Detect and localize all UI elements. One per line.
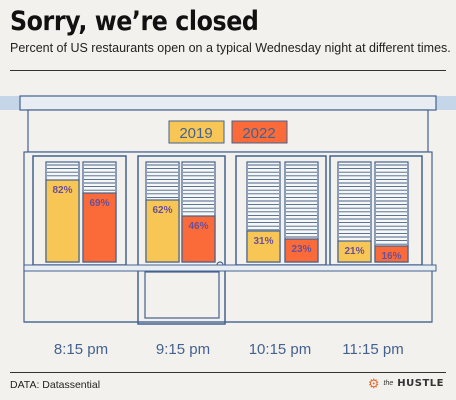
hubspot-sprocket-icon: ⚙	[367, 376, 380, 391]
value-label-2019-3: 31%	[253, 236, 273, 247]
bar-2019-9-15-pm	[145, 199, 180, 263]
value-label-2022-2: 46%	[188, 221, 208, 232]
value-label-2022-3: 23%	[291, 244, 311, 255]
legend: 2019 2022	[168, 120, 288, 144]
window-sill	[23, 264, 437, 272]
bar-2019-8-15-pm	[45, 179, 80, 263]
bars: 82% 69% 62% 46% 31% 23% 21% 16%	[45, 179, 409, 263]
brand-logo: ⚙ the HUSTLE	[368, 377, 444, 390]
data-source: DATA: Datassential	[10, 379, 101, 391]
category-label-3: 10:15 pm	[249, 341, 312, 358]
chart-title: Sorry, we’re closed	[10, 6, 259, 37]
category-label-1: 8:15 pm	[54, 341, 108, 358]
bar-2022-10-15-pm	[284, 238, 319, 263]
bar-2019-10-15-pm	[246, 230, 281, 263]
legend-swatch-2022	[231, 120, 288, 144]
roof-trim	[19, 95, 437, 111]
brand-name: HUSTLE	[397, 378, 444, 389]
legend-swatch-2019	[168, 120, 225, 144]
sign-board	[27, 109, 429, 153]
bottom-divider	[10, 372, 446, 373]
category-label-2: 9:15 pm	[156, 341, 210, 358]
category-label-4: 11:15 pm	[342, 341, 403, 358]
value-label-2019-4: 21%	[344, 246, 364, 257]
value-label-2019-2: 62%	[152, 205, 172, 216]
door-panel	[144, 271, 220, 319]
value-label-2022-4: 16%	[381, 251, 401, 262]
legend-label-2019: 2019	[179, 125, 212, 142]
door-frame	[137, 155, 226, 325]
brand-prefix: the	[383, 380, 394, 387]
bar-2019-11-15-pm	[337, 240, 372, 263]
category-labels: 8:15 pm 9:15 pm 10:15 pm 11:15 pm	[54, 341, 404, 358]
bar-2022-8-15-pm	[82, 192, 117, 263]
bar-2022-9-15-pm	[181, 215, 216, 263]
value-label-2019-1: 82%	[52, 185, 72, 196]
chart-subtitle: Percent of US restaurants open on a typi…	[10, 41, 451, 55]
bar-2022-11-15-pm	[374, 245, 409, 263]
top-divider	[10, 70, 446, 71]
value-label-2022-1: 69%	[89, 198, 109, 209]
legend-label-2022: 2022	[242, 125, 275, 142]
